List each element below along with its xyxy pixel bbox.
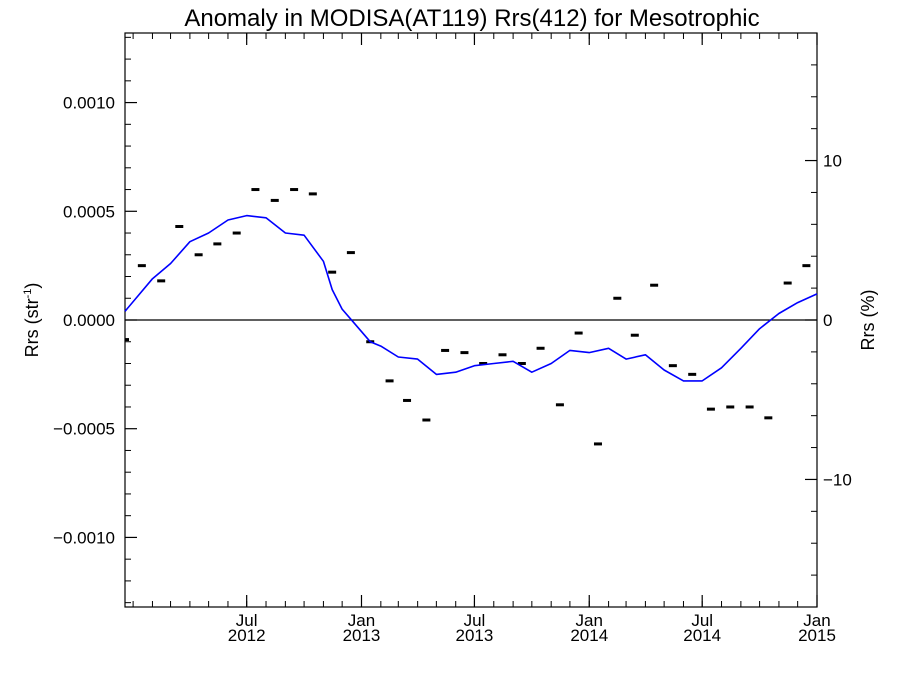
y-left-tick-label: 0.0005: [63, 202, 115, 221]
y-axis-right-label: Rrs (%): [858, 290, 878, 351]
y-axis-left-label: Rrs (str-1): [22, 283, 42, 358]
running-mean-line: [124, 214, 818, 382]
y-left-tick-label: 0.0000: [63, 311, 115, 330]
x-axis: Jul2012Jan2013Jul2013Jan2014Jul2014Jan20…: [132, 33, 836, 645]
x-tick-label-month: Jan: [348, 611, 375, 630]
y-axis-left-label-superscript: -1: [22, 289, 34, 299]
y-right-tick-label: −10: [823, 470, 852, 489]
x-tick-label-month: Jul: [464, 611, 486, 630]
y-left-tick-label: −0.0005: [53, 420, 115, 439]
y-left-tick-label: 0.0010: [63, 94, 115, 113]
y-axis-left-label-text: Rrs (str: [22, 298, 42, 357]
y-right-tick-label: 0: [823, 311, 832, 330]
y-axis-left: 0.0010 0.0005 0.0000 −0.0005 −0.0010: [53, 36, 137, 604]
x-tick-label-year: 2015: [798, 626, 836, 645]
chart-title: Anomaly in MODISA(AT119) Rrs(412) for Me…: [184, 5, 759, 32]
x-tick-label-month: Jan: [576, 611, 603, 630]
y-right-tick-label: 10: [823, 152, 842, 171]
y-axis-left-label-close: ): [22, 283, 42, 289]
x-tick-label-year: 2014: [683, 626, 721, 645]
x-tick-label-month: Jan: [803, 611, 830, 630]
x-tick-label-month: Jul: [691, 611, 713, 630]
x-tick-label-year: 2014: [570, 626, 608, 645]
x-tick-label-month: Jul: [236, 611, 258, 630]
series-layer: [124, 188, 818, 446]
x-tick-label-year: 2013: [343, 626, 381, 645]
x-tick-label-year: 2012: [228, 626, 266, 645]
x-tick-label-year: 2013: [456, 626, 494, 645]
y-left-tick-label: −0.0010: [53, 528, 115, 547]
